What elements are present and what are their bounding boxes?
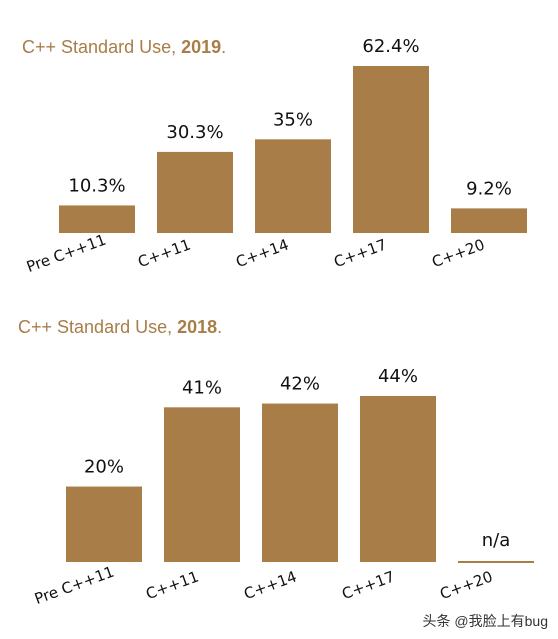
bar-2018-2: [262, 403, 338, 562]
bar-2019-4: [451, 208, 527, 233]
tick-label-2019-2: C++14: [234, 235, 292, 271]
tick-label-2018-0: Pre C++11: [32, 563, 116, 608]
bar-2019-1: [157, 151, 233, 233]
data-label-2019-2: 35%: [273, 109, 313, 130]
data-label-2019-0: 10.3%: [68, 175, 125, 196]
bar-2018-3: [360, 396, 436, 562]
data-label-2018-4: n/a: [482, 530, 511, 551]
tick-label-2018-2: C++14: [242, 567, 300, 603]
bar-2019-3: [353, 66, 429, 233]
chart-title-2019: C++ Standard Use, 2019.: [22, 37, 227, 57]
data-label-2018-2: 42%: [280, 374, 320, 395]
data-label-2019-1: 30.3%: [166, 122, 223, 143]
tick-label-2019-4: C++20: [430, 235, 488, 271]
bar-chart-2019: 10.3% Pre C++11 30.3% C++11 35% C++14 62.4% C++…: [24, 36, 527, 276]
bar-2019-0: [59, 205, 135, 233]
tick-label-2019-3: C++17: [332, 235, 390, 271]
tick-label-2019-0: Pre C++11: [24, 231, 108, 276]
data-label-2018-1: 41%: [182, 377, 222, 398]
tick-label-2018-3: C++17: [340, 567, 398, 603]
chart-title-2018: C++ Standard Use, 2018.: [18, 317, 223, 337]
bar-2018-0: [66, 486, 142, 562]
bar-2018-1: [164, 407, 240, 562]
tick-label-2019-1: C++11: [136, 235, 194, 271]
tick-label-2018-4: C++20: [438, 567, 496, 603]
data-label-2019-3: 62.4%: [362, 36, 419, 57]
watermark-text: 头条 @我脸上有bug: [422, 613, 548, 629]
data-label-2018-3: 44%: [378, 366, 418, 387]
bar-chart-2018: 20% Pre C++11 41% C++11 42% C++14 44% C++17 n/a C…: [32, 366, 534, 608]
data-label-2019-4: 9.2%: [466, 178, 512, 199]
tick-label-2018-1: C++11: [144, 567, 202, 603]
data-label-2018-0: 20%: [84, 457, 124, 478]
bar-2019-2: [255, 139, 331, 233]
bar-na-2018: [458, 561, 534, 563]
